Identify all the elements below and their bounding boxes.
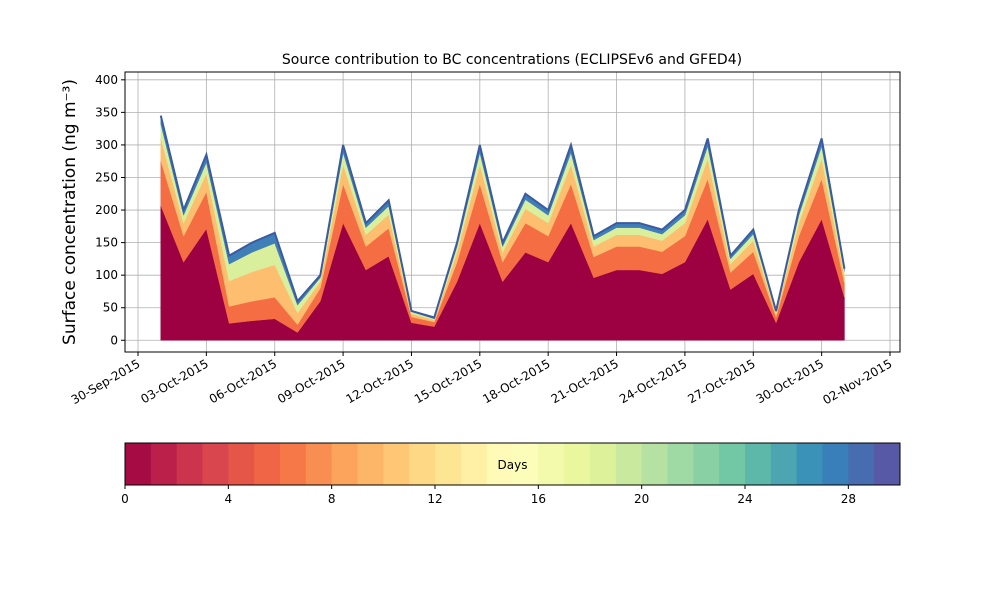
colorbar-cell [435,443,462,485]
colorbar-cell [409,443,436,485]
colorbar-cell [331,443,358,485]
chart-title: Source contribution to BC concentrations… [282,52,742,68]
y-tick-label: 100 [95,268,118,282]
colorbar-tick-label: 16 [531,492,546,506]
colorbar-cell [667,443,694,485]
colorbar-cell [357,443,384,485]
plot-frame [124,71,901,353]
colorbar-label: Days [498,458,528,472]
colorbar-frame [124,442,901,486]
colorbar-cell [615,443,643,485]
colorbar-cell [745,443,772,485]
area-outline [159,115,846,319]
colorbar-cell [564,443,591,485]
y-axis-label: Surface concentration (ng m⁻³) [60,79,80,345]
y-tick-label: 0 [110,333,118,347]
y-tick-label: 250 [95,170,118,184]
colorbar-tick-label: 20 [634,492,649,506]
y-tick-label: 50 [103,301,118,315]
colorbar-cell [228,443,255,485]
colorbar-cell [719,443,746,485]
y-tick-label: 350 [95,105,118,119]
colorbar-cell [150,443,178,485]
colorbar-cell [383,443,410,485]
colorbar-tick-label: 24 [737,492,752,506]
colorbar-cell [538,443,565,485]
colorbar-cell [590,443,617,485]
colorbar-cell [176,443,203,485]
colorbar-cell [486,443,513,485]
y-tick-label: 200 [95,203,118,217]
colorbar-cell [125,443,152,485]
colorbar-cell [512,443,539,485]
colorbar-cell [693,443,720,485]
y-tick-label: 150 [95,236,118,250]
colorbar-cell [822,443,849,485]
colorbar-tick-label: 8 [328,492,336,506]
colorbar-cell [641,443,668,485]
colorbar-cell [770,443,798,485]
y-tick-label: 300 [95,138,118,152]
colorbar-cell [460,443,488,485]
colorbar-cell [796,443,823,485]
colorbar-cell [874,443,901,485]
colorbar-tick-label: 0 [121,492,129,506]
colorbar-tick-label: 4 [225,492,233,506]
colorbar-cell [305,443,333,485]
colorbar-cell [848,443,875,485]
colorbar-cell [280,443,307,485]
y-tick-label: 400 [95,73,118,87]
colorbar-tick-label: 12 [427,492,442,506]
colorbar-cell [254,443,281,485]
colorbar-cell [202,443,229,485]
colorbar-tick-label: 28 [841,492,856,506]
